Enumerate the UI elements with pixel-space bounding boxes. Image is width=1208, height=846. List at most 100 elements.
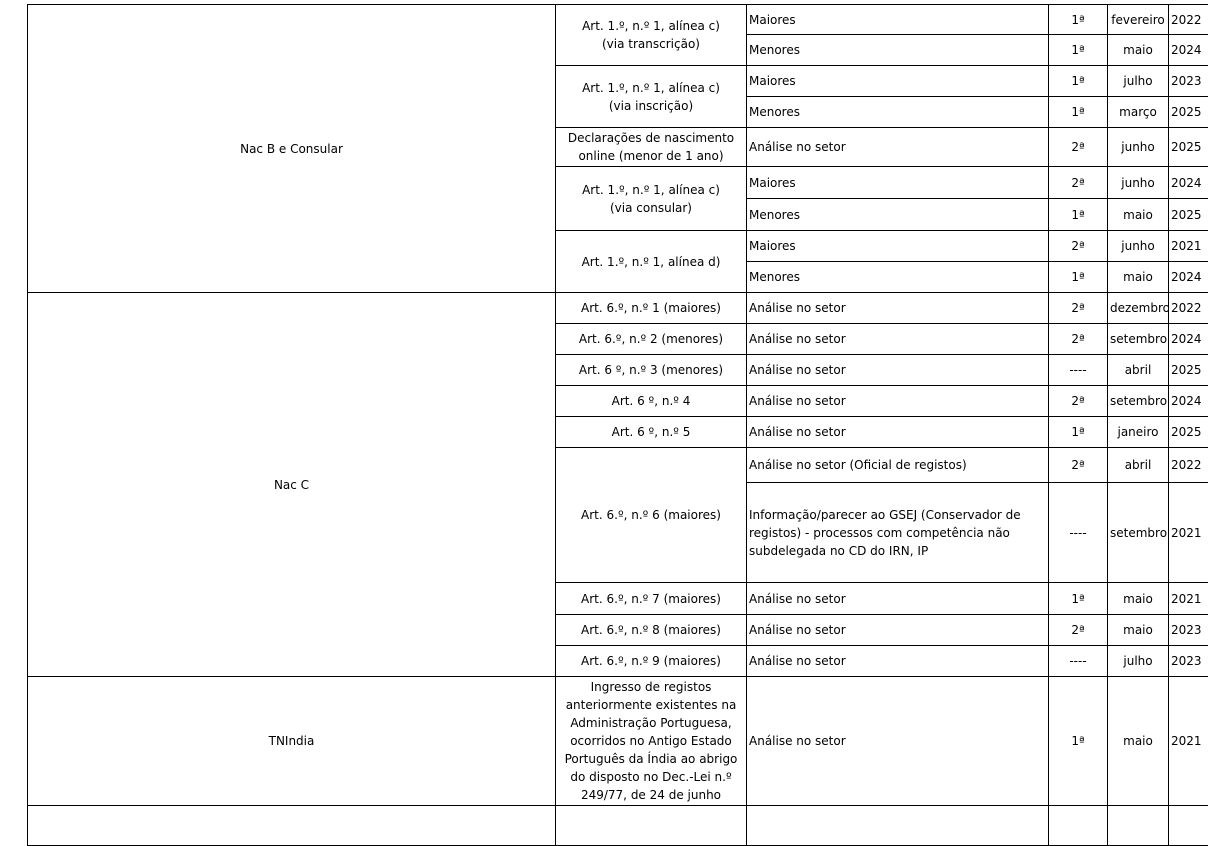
cell-description [747,806,1049,846]
cell-month: junho [1108,231,1169,262]
cell-year: 2024 [1169,35,1208,66]
cell-description: Análise no setor (Oficial de registos) [747,448,1049,483]
cell-description: Análise no setor [747,646,1049,677]
cell-year: 2021 [1169,483,1208,583]
cell-article: Art. 6 º, n.º 3 (menores) [556,355,747,386]
cell-priority: 1ª [1049,5,1108,35]
cell-article: Art. 1.º, n.º 1, alínea c) (via inscriçã… [556,66,747,128]
cell-year: 2021 [1169,583,1208,615]
cell-priority: 1ª [1049,97,1108,128]
cell-year: 2024 [1169,324,1208,355]
cell-year: 2021 [1169,677,1208,806]
cell-description: Análise no setor [747,293,1049,324]
cell-year [1169,806,1208,846]
cell-month: maio [1108,199,1169,231]
cell-article: Art. 6 º, n.º 5 [556,417,747,448]
cell-priority: 2ª [1049,324,1108,355]
cell-month: maio [1108,262,1169,293]
cell-year: 2025 [1169,355,1208,386]
cell-priority: 1ª [1049,199,1108,231]
cell-month: janeiro [1108,417,1169,448]
cell-description: Maiores [747,66,1049,97]
cell-description: Maiores [747,231,1049,262]
cell-description: Informação/parecer ao GSEJ (Conservador … [747,483,1049,583]
cell-article: Art. 6.º, n.º 1 (maiores) [556,293,747,324]
cell-month: maio [1108,35,1169,66]
cell-article: Art. 1.º, n.º 1, alínea d) [556,231,747,293]
cell-description: Análise no setor [747,583,1049,615]
cell-category: Nac C [28,293,556,677]
cell-year: 2025 [1169,199,1208,231]
cell-month: fevereiro [1108,5,1169,35]
cell-month: junho [1108,167,1169,199]
cell-description: Menores [747,97,1049,128]
cell-description: Análise no setor [747,386,1049,417]
cell-year: 2024 [1169,262,1208,293]
cell-month: dezembro [1108,293,1169,324]
cell-article: Art. 6.º, n.º 7 (maiores) [556,583,747,615]
cell-year: 2023 [1169,66,1208,97]
cell-year: 2025 [1169,97,1208,128]
cell-category: Nac B e Consular [28,5,556,293]
cell-month: maio [1108,583,1169,615]
cell-priority: 2ª [1049,615,1108,646]
cell-article: Declarações de nascimento online (menor … [556,128,747,167]
cell-priority: 2ª [1049,448,1108,483]
cell-priority: 2ª [1049,293,1108,324]
cell-description: Menores [747,199,1049,231]
cell-article: Art. 6.º, n.º 9 (maiores) [556,646,747,677]
cell-priority: 1ª [1049,35,1108,66]
cell-description: Análise no setor [747,128,1049,167]
cell-priority: 2ª [1049,231,1108,262]
cell-article: Art. 6.º, n.º 6 (maiores) [556,448,747,583]
cell-article: Art. 6.º, n.º 8 (maiores) [556,615,747,646]
cell-year: 2021 [1169,231,1208,262]
cell-year: 2023 [1169,646,1208,677]
cell-article: Art. 6.º, n.º 2 (menores) [556,324,747,355]
cell-article [556,806,747,846]
cell-article: Art. 1.º, n.º 1, alínea c) (via consular… [556,167,747,231]
cell-description: Análise no setor [747,615,1049,646]
cell-article: Ingresso de registos anteriormente exist… [556,677,747,806]
cell-month: abril [1108,355,1169,386]
cell-year: 2022 [1169,5,1208,35]
cell-priority: ---- [1049,483,1108,583]
cell-month: setembro [1108,483,1169,583]
cell-month: junho [1108,128,1169,167]
cell-description: Maiores [747,5,1049,35]
cell-priority: ---- [1049,646,1108,677]
cell-month: julho [1108,646,1169,677]
cell-description: Análise no setor [747,355,1049,386]
cell-category [28,806,556,846]
cell-description: Menores [747,262,1049,293]
cell-priority: ---- [1049,355,1108,386]
cell-month: maio [1108,677,1169,806]
cell-year: 2024 [1169,167,1208,199]
cell-year: 2025 [1169,128,1208,167]
table-row [28,806,1208,846]
cell-month: setembro [1108,386,1169,417]
cell-priority: 2ª [1049,386,1108,417]
cell-priority: 2ª [1049,167,1108,199]
cell-priority: 1ª [1049,677,1108,806]
cell-description: Análise no setor [747,677,1049,806]
cell-year: 2022 [1169,448,1208,483]
cell-priority: 2ª [1049,128,1108,167]
cell-priority: 1ª [1049,66,1108,97]
cell-description: Análise no setor [747,417,1049,448]
cell-month [1108,806,1169,846]
cell-priority: 1ª [1049,262,1108,293]
cell-description: Maiores [747,167,1049,199]
cell-article: Art. 1.º, n.º 1, alínea c) (via transcri… [556,5,747,66]
cell-month: setembro [1108,324,1169,355]
cell-month: março [1108,97,1169,128]
cell-month: julho [1108,66,1169,97]
cell-year: 2025 [1169,417,1208,448]
cell-description: Análise no setor [747,324,1049,355]
